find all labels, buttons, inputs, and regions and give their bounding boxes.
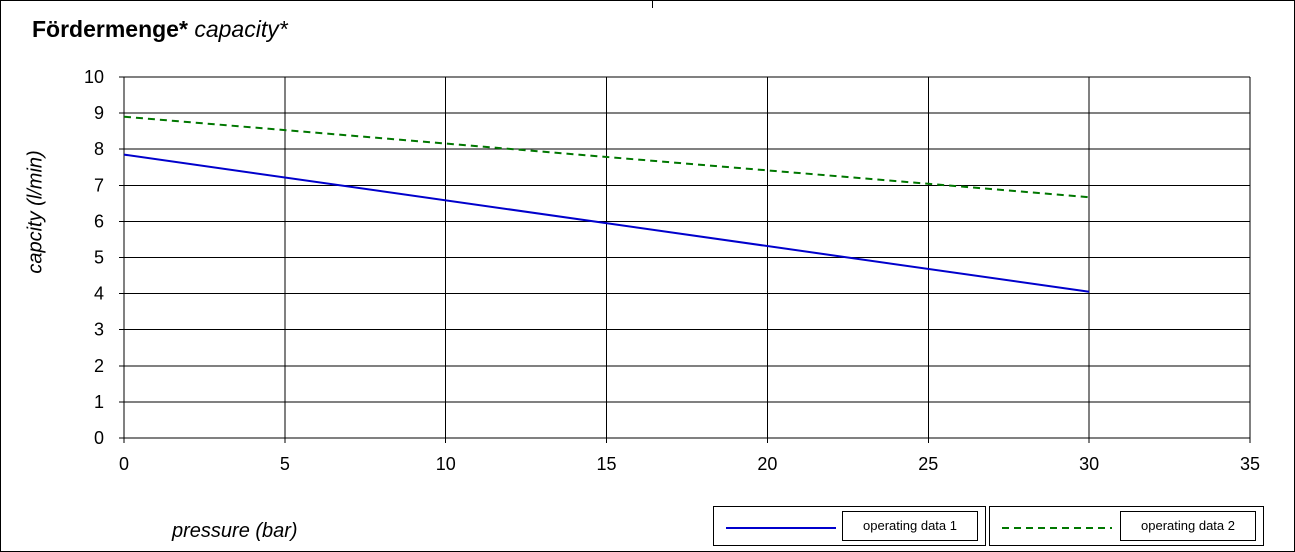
y-tick-label-9: 9: [94, 103, 104, 123]
legend-swatch-2: [1002, 527, 1112, 529]
y-tick-label-4: 4: [94, 284, 104, 304]
x-tick-label-25: 25: [918, 454, 938, 474]
x-tick-label-0: 0: [119, 454, 129, 474]
x-axis-label: pressure (bar): [172, 520, 298, 542]
legend-swatch-1: [726, 527, 836, 529]
x-tick-label-35: 35: [1240, 454, 1260, 474]
x-tick-label-20: 20: [757, 454, 777, 474]
y-tick-label-1: 1: [94, 392, 104, 412]
chart-title-main: Fördermenge*: [32, 16, 188, 42]
y-tick-label-2: 2: [94, 356, 104, 376]
y-tick-label-0: 0: [94, 428, 104, 448]
series-line-1: [123, 153, 1090, 293]
chart-title: Fördermenge* capacity*: [32, 16, 288, 43]
y-tick-label-7: 7: [94, 175, 104, 195]
x-tick-label-10: 10: [436, 454, 456, 474]
x-tick-label-30: 30: [1079, 454, 1099, 474]
x-tick-label-5: 5: [280, 454, 290, 474]
legend-label-1: operating data 1: [842, 511, 978, 541]
x-tick-label-15: 15: [597, 454, 617, 474]
y-tick-label-10: 10: [84, 67, 104, 87]
top-divider: [652, 0, 653, 8]
series-line-2: [123, 115, 1090, 199]
legend-entry-2: operating data 2: [989, 506, 1264, 546]
legend-label-2: operating data 2: [1120, 511, 1256, 541]
y-tick-label-8: 8: [94, 139, 104, 159]
y-tick-label-6: 6: [94, 211, 104, 231]
y-tick-label-5: 5: [94, 248, 104, 268]
chart-title-translation: capacity*: [194, 16, 288, 42]
legend-entry-1: operating data 1: [713, 506, 986, 546]
y-tick-label-3: 3: [94, 320, 104, 340]
